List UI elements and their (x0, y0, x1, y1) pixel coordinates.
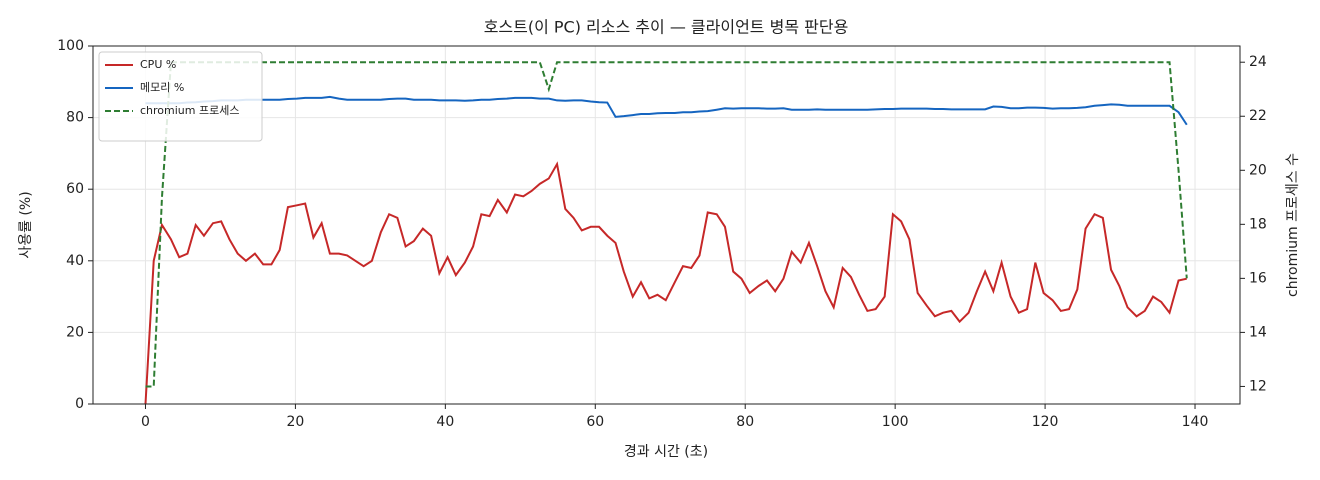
x-tick-label: 20 (286, 414, 304, 430)
x-tick-label: 140 (1182, 414, 1209, 430)
x-tick-label: 40 (436, 414, 454, 430)
y2-tick-label: 22 (1249, 108, 1267, 124)
y-tick-label: 100 (57, 38, 84, 54)
y-tick-label: 80 (66, 110, 84, 126)
y2-tick-label: 20 (1249, 162, 1267, 178)
series-line (145, 95, 1188, 126)
y2-axis-label: chromium 프로세스 수 (1285, 153, 1301, 297)
y2-tick-label: 16 (1249, 270, 1267, 286)
y2-tick-label: 14 (1249, 324, 1267, 340)
legend-label: CPU % (140, 58, 176, 71)
legend-label: chromium 프로세스 (140, 104, 239, 117)
y2-tick-label: 12 (1249, 378, 1267, 394)
plot-frame (92, 45, 1241, 405)
y-tick-label: 60 (66, 181, 84, 197)
x-tick-label: 120 (1032, 414, 1059, 430)
x-tick-label: 60 (586, 414, 604, 430)
x-tick-label: 100 (882, 414, 909, 430)
x-tick-label: 0 (141, 414, 150, 430)
chart-title: 호스트(이 PC) 리소스 추이 — 클라이언트 병목 판단용 (484, 18, 849, 37)
legend-label: 메모리 % (140, 81, 184, 94)
y-axis-label: 사용률 (%) (18, 191, 34, 258)
x-axis-label: 경과 시간 (초) (624, 444, 708, 460)
y2-tick-label: 24 (1249, 54, 1267, 70)
y-tick-label: 0 (75, 396, 84, 412)
series-line (145, 61, 1188, 388)
y2-tick-label: 18 (1249, 216, 1267, 232)
x-tick-label: 80 (736, 414, 754, 430)
legend-box (98, 51, 263, 142)
series-line (144, 161, 1187, 405)
y-tick-label: 20 (66, 324, 84, 340)
y-tick-label: 40 (66, 253, 84, 269)
